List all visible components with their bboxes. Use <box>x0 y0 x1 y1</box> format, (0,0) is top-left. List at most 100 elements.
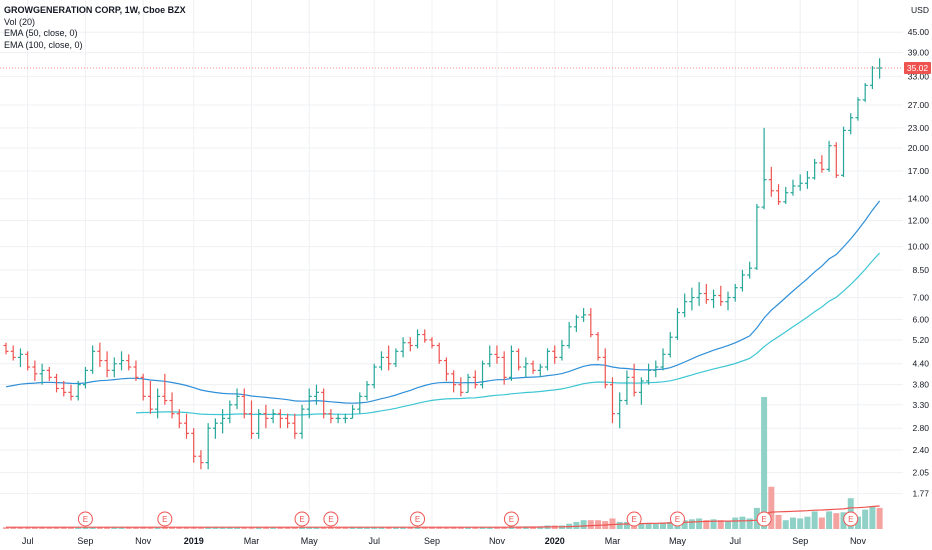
ohlc-bar <box>667 331 673 358</box>
ohlc-bar <box>234 388 240 410</box>
symbol-title[interactable]: GROWGENERATION CORP, 1W, Cboe BZX <box>4 5 186 15</box>
volume-bar <box>797 518 804 529</box>
ohlc-bar <box>227 400 233 424</box>
volume-bar <box>255 527 262 529</box>
earnings-marker[interactable]: E <box>756 511 772 527</box>
ohlc-bar <box>638 377 644 405</box>
ohlc-bar <box>516 348 522 371</box>
volume-bar <box>118 527 125 529</box>
legend-ema-50[interactable]: EMA (50, close, 0) <box>4 28 78 38</box>
ohlc-bar <box>624 370 630 405</box>
ohlc-bar <box>674 308 680 340</box>
grid <box>0 0 903 530</box>
ohlc-bar <box>631 363 637 397</box>
volume-bar <box>299 527 306 529</box>
ohlc-bar <box>508 345 514 381</box>
ohlc-bar <box>97 342 103 368</box>
ohlc-bar <box>494 345 500 364</box>
volume-bar <box>75 527 82 529</box>
currency-label: USD <box>911 5 929 15</box>
x-tick-label: Mar <box>244 536 260 546</box>
earnings-marker[interactable]: E <box>410 511 426 527</box>
volume-bar <box>89 527 96 529</box>
ohlc-bar <box>451 370 457 393</box>
earnings-marker[interactable]: E <box>157 511 173 527</box>
ohlc-bar <box>415 329 421 349</box>
x-tick-label: 2020 <box>545 536 565 546</box>
earnings-circle <box>294 511 310 527</box>
ohlc-bar <box>10 345 16 361</box>
volume-bar <box>234 527 241 529</box>
ohlc-bar <box>458 377 464 397</box>
ohlc-bar <box>602 348 608 389</box>
ohlc-bar <box>191 428 197 463</box>
earnings-marker[interactable]: E <box>503 511 519 527</box>
volume-bar <box>457 527 464 529</box>
volume-bar <box>768 486 775 529</box>
ohlc-bar <box>32 360 38 381</box>
time-axis[interactable]: Jul Sep Nov 2019 Mar May Jul Sep Nov 2020 Mar May Ju… <box>22 536 867 546</box>
ohlc-bar <box>90 345 96 374</box>
y-tick-label: 39.00 <box>908 48 930 58</box>
volume-bar <box>818 517 825 529</box>
x-tick-label: May <box>301 536 319 546</box>
ohlc-bar <box>552 345 558 364</box>
ohlc-bar <box>169 392 175 419</box>
price-tag-bg <box>904 61 931 74</box>
volume-bar <box>696 518 703 529</box>
volume-bar <box>710 519 717 529</box>
earnings-label: E <box>299 515 304 524</box>
earnings-marker[interactable]: E <box>323 511 339 527</box>
y-tick-label: 10.00 <box>908 242 930 252</box>
ohlc-bar <box>306 388 312 419</box>
ohlc-bar <box>443 357 449 381</box>
volume-bar <box>104 527 111 529</box>
ohlc-bar <box>689 287 695 311</box>
volume-bar <box>313 527 320 529</box>
earnings-circle <box>756 511 772 527</box>
earnings-marker[interactable]: E <box>843 511 859 527</box>
earnings-label: E <box>328 515 333 524</box>
legend-ema-100[interactable]: EMA (100, close, 0) <box>4 39 83 50</box>
y-tick-label: 4.40 <box>912 359 929 369</box>
price-axis[interactable]: 45.00 39.00 33.00 27.00 23.00 20.00 17.00 14.00… <box>904 5 931 499</box>
volume-bar <box>190 527 197 529</box>
volume-bar <box>197 527 204 529</box>
volume-bar <box>811 511 818 529</box>
volume-bar <box>205 527 212 529</box>
ohlc-bar <box>17 348 23 368</box>
earnings-marker[interactable]: E <box>77 511 93 527</box>
volume-bar <box>775 514 782 529</box>
ohlc-bar <box>595 331 601 361</box>
volume-bar <box>378 527 385 529</box>
volume-bar <box>486 527 493 529</box>
volume-bar <box>147 527 154 529</box>
ohlc-bar <box>350 404 356 419</box>
ohlc-bar <box>588 308 594 338</box>
volume-bar <box>132 527 139 529</box>
ohlc-bar <box>3 342 9 355</box>
earnings-marker[interactable]: E <box>669 511 685 527</box>
earnings-marker[interactable]: E <box>294 511 310 527</box>
x-tick-label: Sep <box>792 536 808 546</box>
volume-bar <box>414 527 421 529</box>
volume-bar <box>219 527 226 529</box>
ohlc-bar <box>25 351 31 371</box>
ohlc-bar <box>422 329 428 343</box>
volume-bar <box>248 527 255 529</box>
earnings-marker[interactable]: E <box>626 511 642 527</box>
ohlc-bar <box>140 373 146 401</box>
legend-vol[interactable]: Vol (20) <box>4 16 36 27</box>
volume-bar <box>739 516 746 529</box>
volume-bar <box>587 520 594 529</box>
earnings-circle <box>843 511 859 527</box>
ohlc-bar <box>869 66 875 90</box>
volume-bar <box>335 527 342 529</box>
volume-bar <box>638 523 645 529</box>
earnings-label: E <box>675 515 680 524</box>
ohlc-bar <box>617 392 623 429</box>
volume-bar <box>804 516 811 529</box>
earnings-label: E <box>415 515 420 524</box>
